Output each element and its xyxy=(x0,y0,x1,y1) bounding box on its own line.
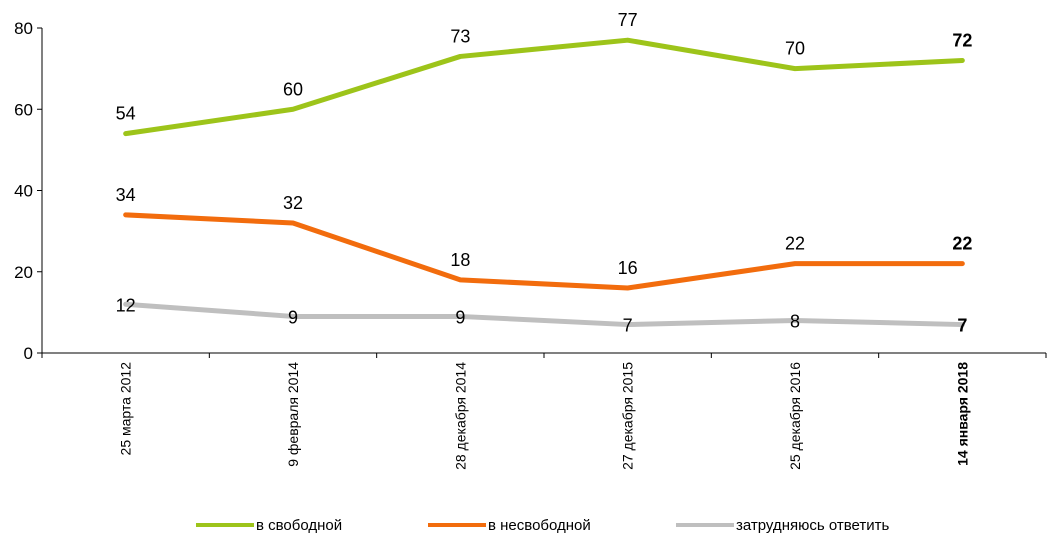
data-label: 72 xyxy=(952,31,972,51)
series-line-hard-to-say xyxy=(126,304,963,324)
legend-label-hard-to-say: затрудняюсь ответить xyxy=(736,517,889,534)
series-line-free xyxy=(126,40,963,133)
data-labels: 54 60 73 77 70 72 34 32 18 16 22 22 12 9 9 7 8 7 xyxy=(116,10,973,335)
data-label: 77 xyxy=(618,10,638,30)
data-label: 22 xyxy=(952,234,972,254)
series-line-not-free xyxy=(126,215,963,288)
y-tick-label: 20 xyxy=(14,263,33,282)
data-label: 16 xyxy=(618,258,638,278)
data-label: 70 xyxy=(785,39,805,59)
legend-swatch-not-free xyxy=(428,523,486,527)
legend-swatch-free xyxy=(196,523,254,527)
data-label: 9 xyxy=(288,307,298,327)
x-tick-label: 28 декабря 2014 xyxy=(452,362,468,470)
data-label: 60 xyxy=(283,79,303,99)
series-layer xyxy=(126,40,963,324)
data-label: 7 xyxy=(957,316,967,336)
y-axis: 0 20 40 60 80 xyxy=(14,19,42,363)
legend-label-not-free: в несвободной xyxy=(488,517,591,534)
data-label: 7 xyxy=(623,316,633,336)
x-tick-label: 25 декабря 2016 xyxy=(787,362,803,470)
x-tick-label: 9 февраля 2014 xyxy=(285,362,301,467)
data-label: 34 xyxy=(116,185,136,205)
data-label: 54 xyxy=(116,104,136,124)
legend-item-not-free: в несвободной xyxy=(428,514,591,536)
legend-swatch-hard-to-say xyxy=(676,523,734,527)
legend-label-free: в свободной xyxy=(256,517,342,534)
y-tick-label: 40 xyxy=(14,182,33,201)
data-label: 8 xyxy=(790,312,800,332)
data-label: 73 xyxy=(450,26,470,46)
x-axis: 25 марта 2012 9 февраля 2014 28 декабря 20… xyxy=(42,353,1046,470)
legend: в свободной в несвободной затрудняюсь от… xyxy=(0,514,1052,536)
data-label: 22 xyxy=(785,234,805,254)
x-tick-label: 27 декабря 2015 xyxy=(620,362,636,470)
y-tick-label: 60 xyxy=(14,100,33,119)
data-label: 32 xyxy=(283,193,303,213)
data-label: 18 xyxy=(450,250,470,270)
data-label: 9 xyxy=(455,307,465,327)
legend-item-free: в свободной xyxy=(196,514,342,536)
data-label: 12 xyxy=(116,295,136,315)
y-tick-label: 80 xyxy=(14,19,33,38)
line-chart: 0 20 40 60 80 25 марта 2012 9 февраля 2014 28 … xyxy=(0,0,1052,510)
y-tick-label: 0 xyxy=(24,344,33,363)
x-tick-label: 25 марта 2012 xyxy=(118,362,134,456)
x-tick-label: 14 января 2018 xyxy=(954,362,970,466)
legend-item-hard-to-say: затрудняюсь ответить xyxy=(676,514,889,536)
